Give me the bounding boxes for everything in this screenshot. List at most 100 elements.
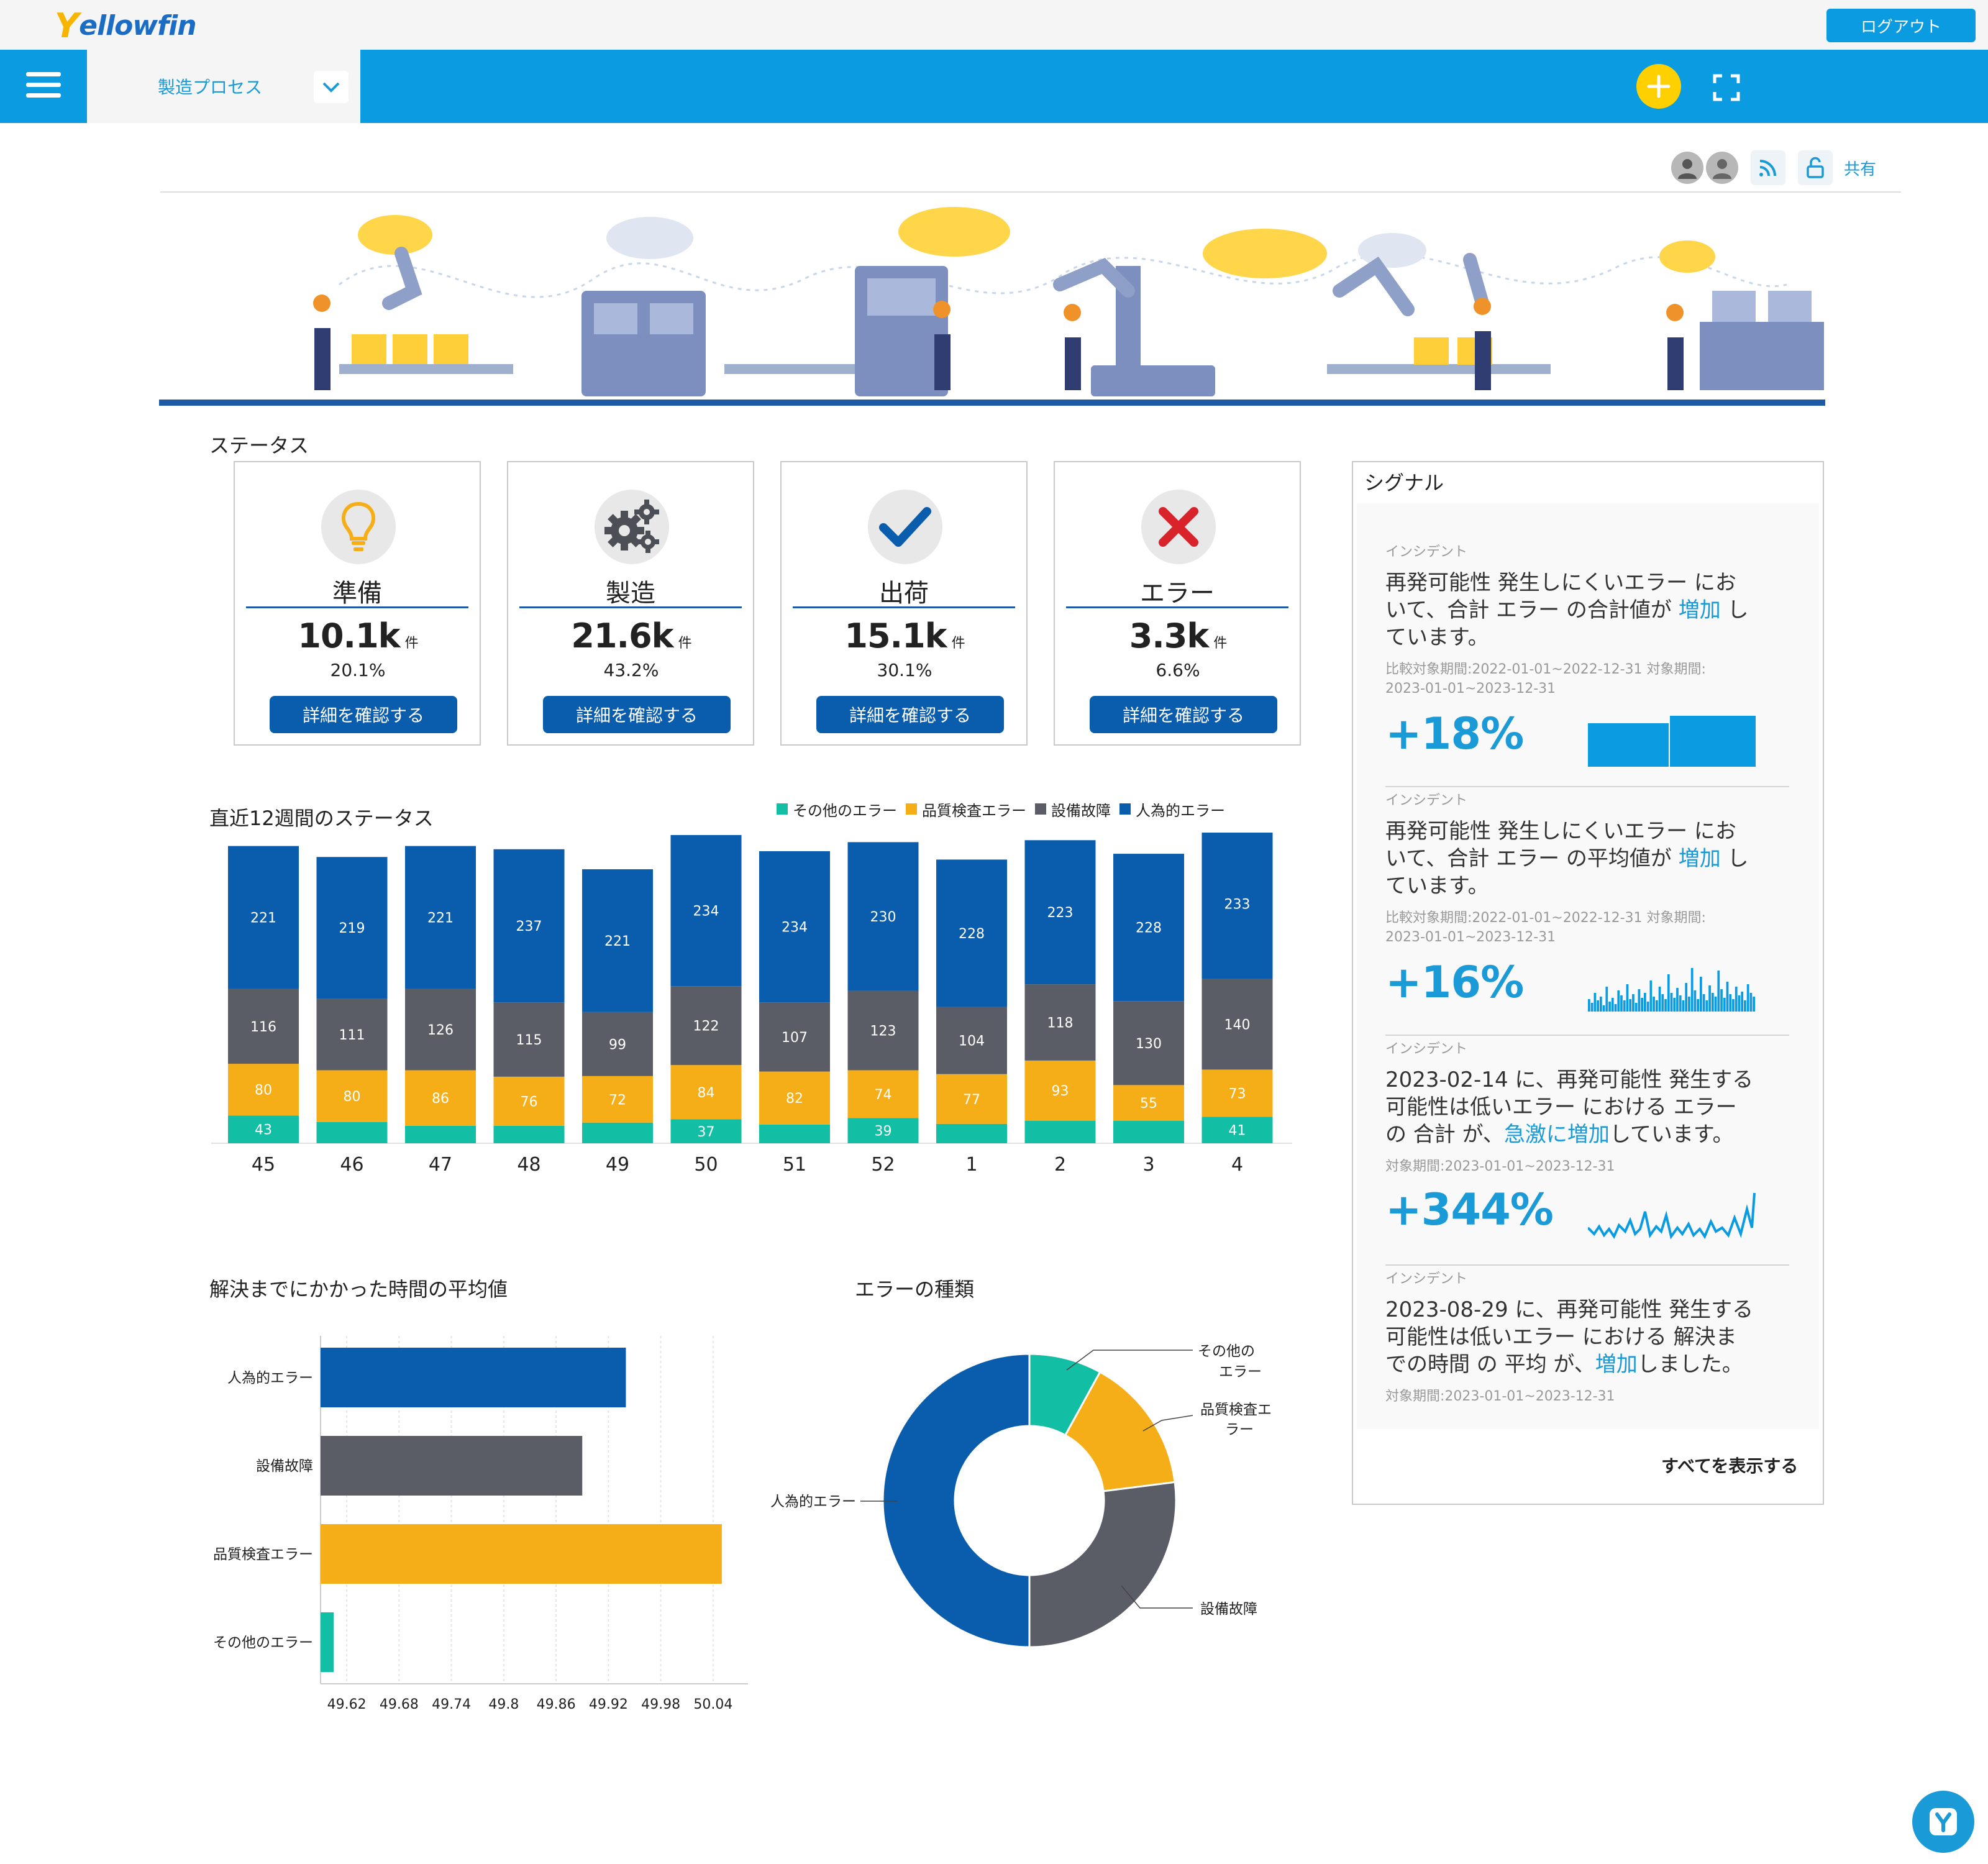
spark-bar — [1688, 997, 1690, 1012]
weekly-chart-title: 直近12週間のステータス — [209, 806, 434, 830]
tick-label: 49.8 — [488, 1697, 519, 1712]
data-label: 234 — [782, 920, 808, 936]
lock-icon[interactable] — [1798, 150, 1833, 185]
data-label: 228 — [959, 926, 985, 942]
spark-bar — [1605, 987, 1608, 1012]
bar-segment — [228, 1115, 299, 1143]
spark-bar — [1588, 999, 1590, 1012]
slice-label: その他の — [1198, 1343, 1255, 1359]
bar-segment — [1113, 854, 1184, 1002]
bar-segment — [847, 842, 919, 991]
data-label: 219 — [339, 921, 365, 936]
spark-bar — [1590, 1003, 1594, 1012]
data-label: 118 — [1047, 1016, 1074, 1031]
bar-segment — [847, 1118, 919, 1143]
spark-bar — [1676, 988, 1679, 1012]
dashboard-tab-label: 製造プロセス — [158, 77, 263, 98]
data-label: 86 — [432, 1091, 449, 1107]
spark-bar — [1635, 1003, 1638, 1012]
details-button[interactable]: 詳細を確認する — [543, 696, 731, 733]
spark-bar — [1602, 1005, 1605, 1012]
spark-bar — [1626, 984, 1629, 1012]
data-label: 104 — [959, 1034, 985, 1049]
data-label: 221 — [427, 911, 454, 926]
data-label: 74 — [875, 1087, 892, 1103]
data-label: 230 — [870, 910, 896, 925]
leader-line — [1142, 1415, 1193, 1432]
spark-bar — [1594, 993, 1597, 1012]
bar-segment — [228, 989, 299, 1064]
spark-bar — [1623, 1000, 1626, 1012]
data-label: 55 — [1140, 1096, 1157, 1112]
bar-segment — [1201, 979, 1273, 1070]
tick-label: 45 — [252, 1154, 275, 1176]
tick-label: 47 — [429, 1154, 452, 1176]
sparkline — [1588, 968, 1755, 1012]
show-all-signals-link[interactable]: すべてを表示する — [1661, 1456, 1799, 1476]
tick-label: 46 — [340, 1154, 363, 1176]
legend-item[interactable]: 品質検査エラー — [906, 798, 1026, 820]
details-button[interactable]: 詳細を確認する — [270, 696, 457, 733]
bar-segment — [936, 1074, 1007, 1124]
signals-list[interactable]: インシデント 再発可能性 発生しにくいエラー にお いて、合計 エラー の合計値が… — [1357, 503, 1819, 1429]
status-card-manufacturing: 製造 21.6k 件 43.2% 詳細を確認する — [507, 461, 754, 746]
status-card-shipping: 出荷 15.1k 件 30.1% 詳細を確認する — [780, 461, 1028, 746]
details-button[interactable]: 詳細を確認する — [1090, 696, 1277, 733]
spark-bar — [1617, 990, 1620, 1012]
checkmark-icon — [868, 490, 942, 564]
legend-item[interactable]: 設備故障 — [1035, 798, 1111, 820]
category-label: 品質検査エラー — [213, 1546, 313, 1563]
signal-item[interactable]: インシデント 2023-02-14 に、再発可能性 発生する 可能性は低いエラー … — [1385, 1038, 1789, 1261]
signal-item[interactable]: インシデント 再発可能性 発生しにくいエラー にお いて、合計 エラー の合計値が… — [1385, 541, 1789, 767]
slice-label: 人為的エラー — [770, 1494, 856, 1510]
bar-segment — [228, 846, 299, 989]
spark-bar — [1664, 999, 1667, 1012]
bar — [321, 1348, 626, 1407]
tick-label: 49 — [606, 1154, 629, 1176]
data-label: 82 — [786, 1091, 803, 1107]
bar-segment — [1113, 1001, 1184, 1085]
signal-item[interactable]: インシデント 再発可能性 発生しにくいエラー にお いて、合計 エラー の平均値が… — [1385, 789, 1789, 1012]
signal-item[interactable]: インシデント 2023-08-29 に、再発可能性 発生する 可能性は低いエラー … — [1385, 1271, 1754, 1404]
bar-segment — [316, 998, 388, 1071]
fullscreen-icon[interactable] — [1712, 73, 1741, 102]
divider — [160, 191, 1901, 193]
spark-bar — [1732, 999, 1735, 1012]
chevron-down-icon[interactable] — [314, 71, 349, 103]
spark-bar — [1717, 971, 1720, 1012]
bar-segment — [316, 857, 388, 999]
bar-segment — [936, 1123, 1007, 1143]
logout-button[interactable]: ログアウト — [1826, 9, 1976, 42]
yellowfin-assistant-button[interactable] — [1912, 1791, 1974, 1853]
tick-label: 52 — [871, 1154, 895, 1176]
bar-segment — [493, 1076, 565, 1126]
spark-bar — [1729, 994, 1732, 1012]
avatar[interactable] — [1706, 152, 1738, 184]
sparkline — [1588, 1192, 1756, 1240]
legend-item[interactable]: その他のエラー — [777, 798, 897, 820]
data-label: 223 — [1047, 905, 1074, 921]
data-label: 43 — [255, 1123, 272, 1138]
rss-icon[interactable] — [1751, 150, 1785, 185]
add-icon[interactable] — [1636, 64, 1681, 109]
bar-segment — [1201, 833, 1273, 979]
legend-item[interactable]: 人為的エラー — [1119, 798, 1225, 820]
bar-segment — [582, 1076, 653, 1123]
donut-slice — [1064, 1371, 1176, 1492]
slice-label: 品質検査エ — [1200, 1402, 1272, 1418]
tick-label: 4 — [1231, 1154, 1243, 1176]
bar-segment — [936, 859, 1007, 1007]
share-button[interactable]: 共有 — [1844, 160, 1877, 179]
details-button[interactable]: 詳細を確認する — [816, 696, 1004, 733]
bar-segment — [316, 1070, 388, 1122]
bar-segment — [582, 1012, 653, 1076]
bar-segment — [847, 990, 919, 1071]
spark-bar — [1744, 1000, 1746, 1012]
status-section-title: ステータス — [209, 434, 309, 457]
bar-segment — [228, 1064, 299, 1116]
hamburger-menu-icon[interactable] — [26, 72, 61, 101]
status-card-error: エラー 3.3k 件 6.6% 詳細を確認する — [1054, 461, 1301, 746]
avatar[interactable] — [1671, 152, 1703, 184]
data-label: 39 — [875, 1124, 892, 1140]
